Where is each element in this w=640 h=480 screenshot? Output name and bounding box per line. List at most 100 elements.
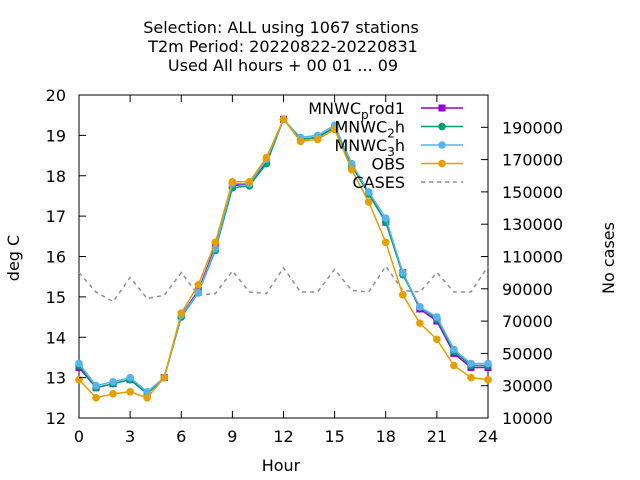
legend-item: CASES — [352, 173, 463, 192]
y-tick-label: 18 — [46, 167, 66, 186]
legend-item: OBS — [372, 155, 463, 174]
data-point — [450, 345, 458, 354]
data-point — [330, 125, 339, 134]
data-point — [450, 361, 458, 370]
y-tick-label: 19 — [46, 126, 66, 145]
legend-label: MNWC3h — [334, 136, 405, 159]
y2-tick-label: 190000 — [502, 118, 563, 137]
chart-title: Selection: ALL using 1067 stations T2m P… — [143, 18, 419, 75]
y2-axis-label: No cases — [599, 222, 618, 294]
legend-marker — [438, 159, 446, 168]
y-tick-label: 16 — [46, 248, 66, 267]
series-line — [78, 117, 488, 393]
title-line-3: Used All hours + 00 01 ... 09 — [168, 56, 398, 75]
series-mnwc-prod1 — [75, 115, 492, 398]
data-point — [126, 373, 134, 382]
x-tick-label: 12 — [273, 427, 293, 446]
data-point — [92, 381, 100, 390]
legend-marker — [438, 104, 446, 112]
data-point — [245, 178, 254, 186]
x-tick-label: 18 — [376, 427, 396, 446]
data-point — [109, 389, 117, 398]
data-point — [433, 313, 441, 321]
data-point — [75, 375, 83, 384]
data-point — [416, 303, 424, 311]
y-tick-label: 15 — [46, 288, 66, 307]
title-line-2: T2m Period: 20220822-20220831 — [147, 37, 418, 56]
y-tick-label: 20 — [46, 86, 66, 105]
data-point — [194, 289, 203, 297]
series-line — [78, 117, 489, 399]
series-line — [78, 117, 488, 395]
y2-tick-label: 150000 — [502, 183, 563, 202]
plot-frame — [78, 94, 489, 419]
legend-label: MNWC2h — [334, 118, 405, 141]
y2-tick-label: 10000 — [502, 409, 553, 428]
data-point — [467, 359, 475, 368]
legend-marker — [438, 122, 446, 131]
y2-tick-label: 50000 — [502, 344, 553, 363]
data-point — [279, 115, 288, 124]
x-tick-label: 15 — [324, 427, 344, 446]
data-point — [484, 375, 492, 384]
y-tick-label: 14 — [46, 328, 66, 347]
cases-series-layer — [78, 264, 489, 303]
y-axis-label: deg C — [4, 235, 23, 281]
data-point — [313, 135, 322, 144]
series-layer — [75, 115, 492, 402]
y-tick-label: 12 — [46, 409, 66, 428]
x-tick-label: 21 — [427, 427, 447, 446]
x-tick-label: 6 — [176, 427, 186, 446]
legend-label: CASES — [352, 173, 405, 192]
legend-item: MNWCprod1 — [308, 99, 463, 122]
legend-item: MNWC3h — [334, 136, 463, 159]
data-point — [296, 137, 305, 146]
data-point — [416, 319, 424, 327]
y2-tick-label: 90000 — [502, 280, 553, 299]
data-point — [433, 335, 441, 344]
x-tick-label: 9 — [227, 427, 237, 446]
data-point — [160, 373, 169, 382]
data-point — [211, 238, 220, 247]
x-tick-label: 0 — [74, 427, 84, 446]
series-line — [78, 117, 488, 395]
y2-tick-label: 130000 — [502, 215, 563, 234]
y2-tick-label: 30000 — [502, 377, 553, 396]
y-tick-label: 13 — [46, 369, 66, 388]
legend-label: MNWCprod1 — [308, 99, 405, 122]
y2-tick-label: 70000 — [502, 312, 553, 331]
data-point — [484, 359, 492, 368]
data-point — [75, 359, 83, 368]
data-point — [92, 394, 100, 402]
data-point — [347, 165, 356, 174]
data-point — [467, 373, 475, 382]
title-line-1: Selection: ALL using 1067 stations — [143, 18, 419, 37]
legend-marker — [438, 141, 446, 149]
data-point — [364, 188, 373, 196]
data-point — [143, 387, 151, 396]
data-point — [364, 198, 373, 206]
data-point — [381, 214, 390, 222]
data-point — [143, 394, 151, 402]
x-tick-label: 24 — [478, 427, 498, 446]
data-point — [177, 309, 186, 317]
data-point — [262, 153, 271, 162]
data-point — [126, 387, 134, 396]
axis-ticks: 0 3 6 9 12 15 18 21 24 12 13 14 15 16 17 18 19 20 10000 300… — [46, 86, 563, 446]
x-tick-label: 3 — [125, 427, 135, 446]
legend-item: MNWC2h — [334, 118, 463, 141]
x-axis-label: Hour — [262, 456, 301, 475]
series-mnwc-3h — [75, 115, 492, 396]
series-line — [78, 264, 489, 303]
series-mnwc-2h — [75, 115, 492, 398]
y-tick-label: 17 — [46, 207, 66, 226]
data-point — [228, 178, 237, 186]
data-point — [109, 377, 117, 386]
data-point — [398, 268, 407, 277]
y2-tick-label: 170000 — [502, 151, 563, 170]
series-obs — [75, 115, 492, 402]
data-point — [194, 280, 203, 289]
data-point — [381, 238, 390, 247]
